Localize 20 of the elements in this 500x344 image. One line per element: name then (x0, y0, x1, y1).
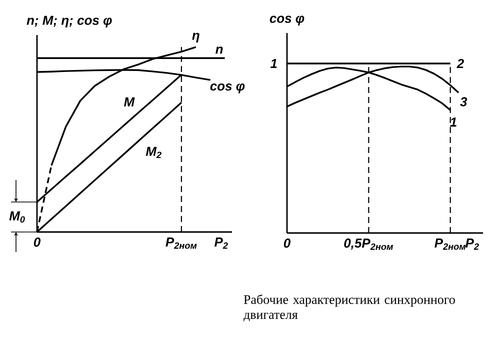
series-label: M (124, 97, 135, 106)
text: 1 (270, 59, 277, 68)
series-label: 3 (460, 97, 468, 106)
series-label: η (192, 32, 200, 43)
series-label: 1 (450, 118, 456, 127)
y-axis-title: cos φ (270, 16, 304, 26)
x-axis-title: P$_{2}$ (465, 238, 479, 250)
x-tick-label: 0 (284, 238, 290, 248)
series-label: cos φ (210, 83, 245, 94)
x-axis-title: P$_{2}$ (214, 238, 228, 249)
x-tick-label: 0,5P$_{2ном}$ (344, 238, 394, 250)
annotation: M$_{0}$ (9, 211, 25, 223)
x-tick-label: P$_{2ном}$ (166, 238, 197, 249)
text: Рабочие характеристики синхронного двигателя (243, 294, 455, 322)
series-label: M$_{2}$ (146, 146, 162, 158)
x-tick-label: P$_{2ном}$ (434, 238, 466, 250)
series-label: n (216, 46, 223, 54)
series-label: 2 (456, 58, 464, 68)
x-tick-label: 0 (34, 238, 40, 247)
y-axis-title: n; M; η; cos φ (26, 16, 112, 28)
